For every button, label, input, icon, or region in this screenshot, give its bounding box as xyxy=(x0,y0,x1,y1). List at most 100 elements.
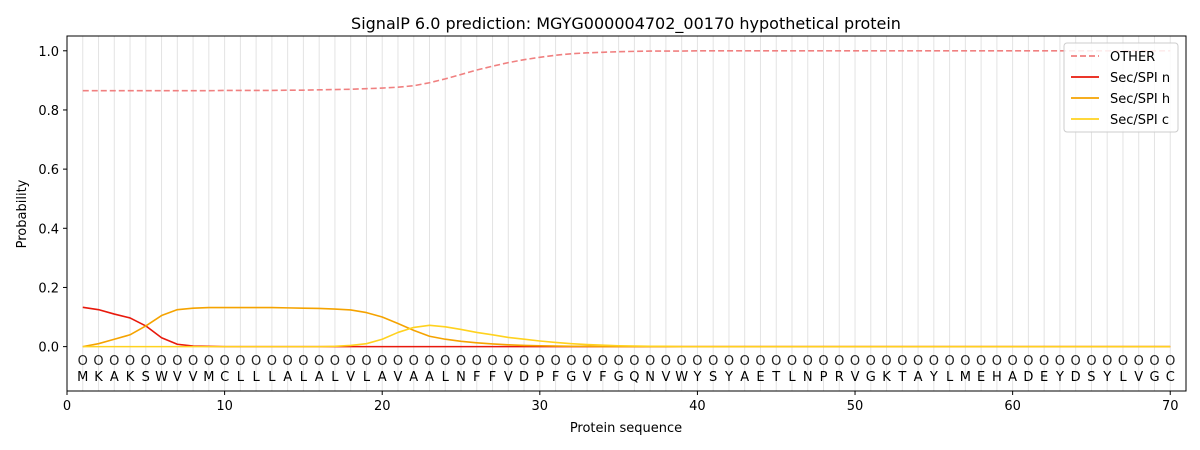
residue-class-label: O xyxy=(1102,354,1112,369)
residue-class-label: O xyxy=(677,354,687,369)
residue-letter: L xyxy=(268,370,276,385)
residue-letter: F xyxy=(552,370,559,385)
residue-class-label: O xyxy=(550,354,560,369)
residue-class-label: O xyxy=(172,354,182,369)
residue-class-label: O xyxy=(346,354,356,369)
chart-title: SignalP 6.0 prediction: MGYG000004702_00… xyxy=(351,14,901,34)
residue-class-label: O xyxy=(314,354,324,369)
residue-letter: S xyxy=(142,370,150,385)
x-tick-label: 50 xyxy=(847,399,864,414)
residue-letter: W xyxy=(155,370,168,385)
residue-class-label: O xyxy=(409,354,419,369)
residue-letter: Q xyxy=(629,370,639,385)
residue-letter: V xyxy=(346,370,355,385)
legend-box xyxy=(1063,42,1179,133)
residue-letter: N xyxy=(803,370,813,385)
residue-class-label: O xyxy=(897,354,907,369)
residue-class-label: O xyxy=(1118,354,1128,369)
residue-letter: P xyxy=(536,370,544,385)
residue-class-label: O xyxy=(1055,354,1065,369)
series-lines xyxy=(82,49,1171,348)
residue-letter: Y xyxy=(1102,370,1111,385)
residue-class-label: O xyxy=(535,354,545,369)
residue-letter: V xyxy=(173,370,182,385)
residue-class-label: O xyxy=(866,354,876,369)
residue-class-label: O xyxy=(283,354,293,369)
y-tick-label: 0.2 xyxy=(38,281,59,296)
residue-class-label: O xyxy=(803,354,813,369)
residue-letter: A xyxy=(914,370,923,385)
residue-letter: A xyxy=(409,370,418,385)
residue-class-label: O xyxy=(109,354,119,369)
residue-letter: A xyxy=(1008,370,1017,385)
y-axis: 0.0 0.2 0.4 0.6 0.8 1.0 xyxy=(38,45,67,356)
residue-letter: V xyxy=(189,370,198,385)
residue-class-label: O xyxy=(424,354,434,369)
residue-class-label: O xyxy=(519,354,529,369)
residue-letter: K xyxy=(126,370,135,385)
residue-class-label: O xyxy=(818,354,828,369)
x-tick-label: 0 xyxy=(63,399,71,414)
residue-class-label: O xyxy=(93,354,103,369)
residue-letter: E xyxy=(756,370,764,385)
residue-letter: D xyxy=(1023,370,1033,385)
residue-class-label: O xyxy=(377,354,387,369)
residue-letter: L xyxy=(1119,370,1127,385)
residue-class-label: O xyxy=(850,354,860,369)
residue-class-label: O xyxy=(125,354,135,369)
residue-letter: A xyxy=(740,370,749,385)
x-axis-label: Protein sequence xyxy=(570,421,682,436)
residue-class-label: O xyxy=(267,354,277,369)
residue-class-label: O xyxy=(472,354,482,369)
residue-class-label: O xyxy=(755,354,765,369)
residue-class-label: O xyxy=(992,354,1002,369)
residue-letter: L xyxy=(788,370,796,385)
residue-letter: M xyxy=(77,370,88,385)
y-tick-label: 0.8 xyxy=(38,104,59,119)
y-tick-label: 0.0 xyxy=(38,341,59,356)
y-axis-label: Probability xyxy=(15,179,30,248)
residue-letter: A xyxy=(378,370,387,385)
residue-class-label: O xyxy=(787,354,797,369)
residue-letter: K xyxy=(94,370,103,385)
residue-class-label: O xyxy=(708,354,718,369)
residue-letter: S xyxy=(709,370,717,385)
legend-label: Sec/SPI h xyxy=(1110,92,1170,107)
x-tick-label: 20 xyxy=(374,399,391,414)
residue-letter: V xyxy=(1134,370,1143,385)
residue-letter: L xyxy=(253,370,261,385)
residue-letter: P xyxy=(820,370,828,385)
residue-class-label: O xyxy=(661,354,671,369)
residue-class-label: O xyxy=(1149,354,1159,369)
residue-letter: A xyxy=(283,370,292,385)
residue-letter: L xyxy=(300,370,308,385)
residue-letter: V xyxy=(504,370,513,385)
y-tick-label: 0.4 xyxy=(38,222,59,237)
residue-letter: W xyxy=(675,370,688,385)
residue-class-label: O xyxy=(929,354,939,369)
x-tick-label: 30 xyxy=(532,399,549,414)
residue-class-label: O xyxy=(188,354,198,369)
residue-class-label: O xyxy=(298,354,308,369)
residue-letter: L xyxy=(946,370,954,385)
residue-letter: T xyxy=(771,370,780,385)
residue-class-label: O xyxy=(1086,354,1096,369)
residue-letter: F xyxy=(489,370,496,385)
residue-letter: T xyxy=(897,370,906,385)
residue-class-label: O xyxy=(598,354,608,369)
residue-class-label: O xyxy=(834,354,844,369)
residue-letter: Y xyxy=(929,370,938,385)
residue-letter: V xyxy=(851,370,860,385)
residue-letter: D xyxy=(1071,370,1081,385)
residue-letter: K xyxy=(882,370,891,385)
residue-letter: A xyxy=(425,370,434,385)
residue-letter: Y xyxy=(1055,370,1064,385)
residue-class-label: O xyxy=(1023,354,1033,369)
residue-letter: N xyxy=(645,370,655,385)
y-tick-label: 0.6 xyxy=(38,163,59,178)
residue-letter: F xyxy=(473,370,480,385)
y-tick-label: 1.0 xyxy=(38,45,59,60)
residue-letter: H xyxy=(992,370,1002,385)
residue-class-label: O xyxy=(1008,354,1018,369)
residue-letter: L xyxy=(442,370,450,385)
